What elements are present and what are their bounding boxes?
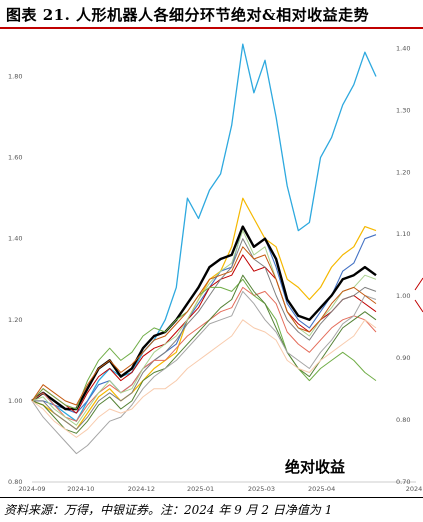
series-line-11 [31, 290, 377, 455]
series-line-7 [31, 286, 377, 422]
y-right-tick-label: 1.40 [396, 44, 410, 52]
chart-annotation: 绝对收益 [285, 458, 345, 476]
series-line-4 [31, 225, 377, 411]
source-divider [0, 497, 423, 498]
x-tick-label: 2024-12 [128, 485, 155, 493]
y-right-tick-label: 0.90 [396, 354, 410, 362]
y-left-tick-label: 1.00 [8, 397, 22, 405]
series-line-12 [31, 319, 377, 438]
x-tick-label: 2024-09 [18, 485, 45, 493]
x-tick-label: 2025-04 [308, 485, 335, 493]
y-left-tick-label: 0.80 [8, 478, 22, 486]
right-edge-partial-line [414, 277, 423, 313]
y-left-tick-label: 1.80 [8, 73, 22, 81]
series-line-3 [32, 226, 377, 414]
x-tick-label: 2025-01 [187, 485, 214, 493]
series-line-1 [31, 43, 377, 422]
source-note: 资料来源：万得，中银证券。注：2024 年 9 月 2 日净值为 1 [4, 503, 333, 517]
y-right-tick-label: 1.30 [396, 106, 410, 114]
y-right-tick-label: 0.80 [396, 416, 410, 424]
title-underline [0, 27, 423, 29]
x-tick-label: 2025-03 [248, 485, 275, 493]
y-left-tick-label: 1.20 [8, 316, 22, 324]
y-left-tick-label: 1.40 [8, 235, 22, 243]
y-right-tick-label: 1.00 [396, 292, 410, 300]
y-right-tick-label: 1.10 [396, 230, 410, 238]
series-line-9 [31, 278, 377, 410]
y-right-tick-label: 0.70 [396, 478, 410, 486]
series-line-13 [31, 246, 377, 406]
y-right-tick-label: 1.20 [396, 168, 410, 176]
page-title: 图表 21. 人形机器人各细分环节绝对&相对收益走势 [6, 6, 370, 24]
y-left-tick-label: 1.60 [8, 154, 22, 162]
x-tick-label: 2024-10 [67, 485, 94, 493]
series-line-6 [32, 238, 377, 430]
series-line-10 [31, 274, 377, 434]
series-line-2 [31, 197, 377, 430]
x-tick-label: 2024 [406, 485, 423, 493]
